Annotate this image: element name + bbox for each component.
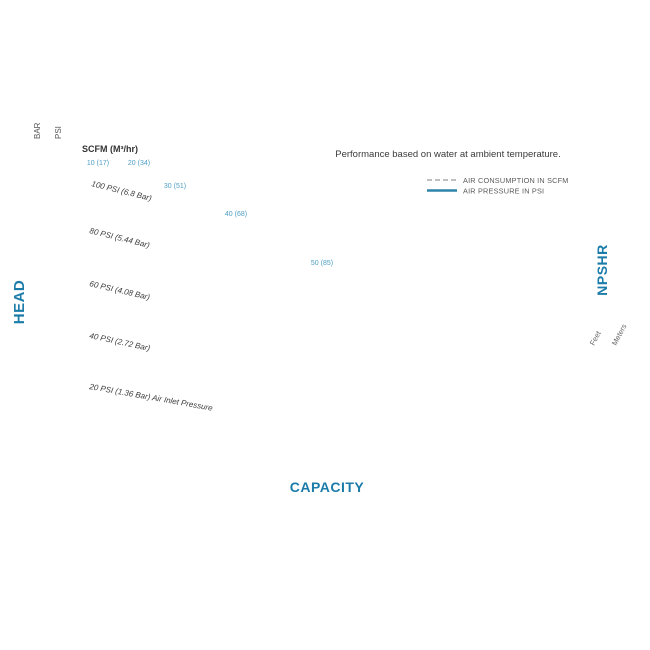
meters-column-header: Meters	[610, 322, 629, 347]
legend-air-consumption-label: AIR CONSUMPTION IN SCFM	[463, 176, 569, 185]
npshr-axis-title: NPSHR	[594, 244, 610, 296]
capacity-axis-title: CAPACITY	[290, 479, 365, 495]
legend-air-pressure-label: AIR PRESSURE IN PSI	[463, 187, 544, 196]
head-axis-title: HEAD	[11, 280, 28, 325]
feet-column-header: Feet	[588, 329, 603, 347]
scfm-label-50: 50 (85)	[311, 260, 333, 267]
curve-label-60psi: 60 PSI (4.08 Bar)	[89, 279, 152, 302]
scfm-label-40: 40 (68)	[225, 211, 247, 218]
psi-axis-header: PSI	[54, 126, 63, 139]
scfm-label-10: 10 (17)	[87, 160, 109, 167]
scfm-label-30: 30 (51)	[164, 183, 186, 190]
curve-label-100psi: 100 PSI (6.8 Bar)	[91, 179, 153, 203]
curve-label-80psi: 80 PSI (5.44 Bar)	[89, 226, 151, 250]
scfm-label-20: 20 (34)	[128, 160, 150, 167]
curve-label-20psi: 20 PSI (1.36 Bar) Air Inlet Pressure	[88, 382, 214, 413]
curve-label-40psi: 40 PSI (2.72 Bar)	[89, 331, 152, 353]
chart-title: Performance based on water at ambient te…	[335, 149, 560, 160]
bar-axis-header: BAR	[33, 122, 42, 139]
scfm-header: SCFM (M³/hr)	[82, 144, 138, 154]
